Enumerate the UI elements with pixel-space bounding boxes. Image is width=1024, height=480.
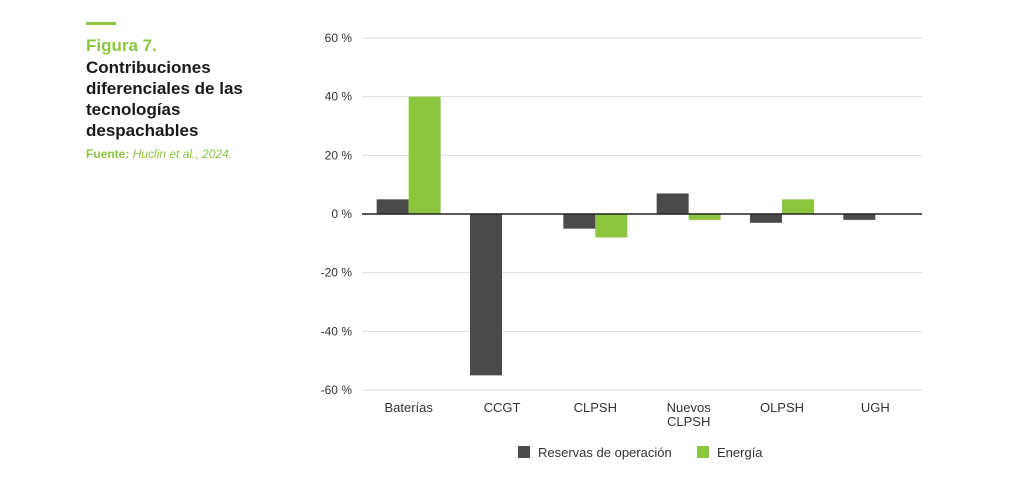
bar-reserve: [470, 214, 502, 376]
legend-label: Reservas de operación: [538, 445, 672, 460]
bar-reserve: [656, 193, 689, 214]
x-category-label: Nuevos CLPSH: [667, 400, 712, 429]
bar-reserve: [750, 214, 782, 223]
y-tick-label: 20 %: [325, 148, 353, 162]
x-category-label: CCGT: [484, 400, 521, 415]
bar-energy: [782, 199, 814, 214]
bar-reserve: [843, 214, 876, 220]
y-tick-label: -60 %: [321, 383, 353, 397]
x-category-label: CLPSH: [574, 400, 617, 415]
legend: Reservas de operación Energía: [518, 445, 763, 460]
y-tick-label: -40 %: [321, 324, 353, 338]
figure-title: Contribuciones diferenciales de las tecn…: [86, 58, 243, 140]
x-category-label: Baterías: [384, 400, 433, 415]
figure-source: Fuente: Huclin et al., 2024.: [86, 147, 261, 162]
bar-energy: [688, 214, 721, 220]
y-tick-label: -20 %: [321, 266, 353, 280]
grid-lines: [362, 37, 922, 391]
legend-swatch: [697, 446, 709, 458]
y-tick-label: 60 %: [325, 31, 353, 45]
x-category-labels: Baterías CCGT CLPSH Nuevos CLPSH OLPSH UGH: [384, 400, 889, 429]
x-category-label: OLPSH: [760, 400, 804, 415]
legend-swatch: [518, 446, 530, 458]
bar-reserve: [563, 214, 596, 229]
bar-energy: [408, 96, 441, 214]
x-category-label: UGH: [861, 400, 890, 415]
bars: [376, 96, 876, 376]
source-citation: Huclin et al., 2024.: [132, 147, 233, 161]
y-tick-label: 0 %: [331, 207, 352, 221]
y-tick-label: 40 %: [325, 90, 353, 104]
accent-rule: [86, 22, 116, 25]
y-tick-labels: 60 % 40 % 20 % 0 % -20 % -40 % -60 %: [321, 31, 353, 397]
figure-caption: Figura 7. Contribuciones diferenciales d…: [86, 22, 261, 162]
source-label: Fuente:: [86, 147, 130, 161]
legend-label: Energía: [717, 445, 763, 460]
bar-energy: [595, 214, 628, 238]
bar-reserve: [376, 199, 409, 214]
figure-number: Figura 7.: [86, 36, 157, 55]
